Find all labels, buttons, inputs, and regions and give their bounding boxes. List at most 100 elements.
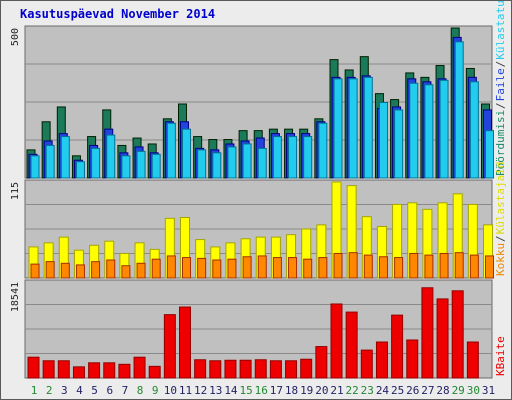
middle-bar-kokku-8 [136,262,146,279]
x-label-2: 2 [46,384,53,397]
bottom-bar-kbaite-19 [300,358,313,379]
x-label-17: 17 [270,384,283,397]
middle-bar-kokku-5 [91,261,101,279]
x-label-9: 9 [152,384,159,397]
middle-bar-kokku-30 [469,254,479,279]
top-bar-külastatud-lk-4 [75,161,85,179]
bottom-bar-kbaite-14 [224,359,237,379]
x-label-24: 24 [376,384,390,397]
middle-bar-kokku-29 [454,252,464,279]
bottom-bar-kbaite-10 [163,314,176,379]
top-bar-külastatud-lk-31 [485,130,494,179]
x-label-26: 26 [406,384,419,397]
middle-bar-kokku-6 [106,259,116,279]
bottom-bar-kbaite-7 [118,363,131,379]
bottom-bar-kbaite-4 [72,366,85,379]
top-bar-külastatud-lk-18 [288,136,298,179]
top-legend-0: Pöördumisi [494,110,507,176]
top-bar-külastatud-lk-9 [151,153,161,179]
x-label-5: 5 [91,384,98,397]
bottom-bar-kbaite-21 [330,303,343,379]
middle-bar-kokku-26 [409,252,419,279]
bottom-bar-kbaite-25 [391,314,404,379]
bottom-bar-kbaite-5 [88,362,101,379]
middle-bar-kokku-2 [45,261,55,279]
top-bar-külastatud-lk-6 [106,134,116,179]
bottom-bar-kbaite-18 [285,360,298,379]
bottom-bar-kbaite-26 [406,339,419,379]
top-bar-külastatud-lk-27 [424,84,434,179]
top-bar-külastatud-lk-28 [439,79,449,179]
bottom-bar-kbaite-11 [179,306,191,379]
top-bar-külastatud-lk-1 [30,155,40,179]
x-label-25: 25 [391,384,404,397]
middle-bar-kokku-19 [303,258,313,279]
top-bar-külastatud-lk-22 [348,78,358,179]
top-bar-külastatud-lk-26 [409,82,419,179]
top-bar-külastatud-lk-16 [257,147,267,179]
x-label-6: 6 [106,384,113,397]
top-ymax-label: 500 [10,28,21,46]
middle-legend-0: Kokku [494,243,507,276]
x-label-4: 4 [76,384,83,397]
middle-bar-kokku-25 [394,257,404,279]
bottom-bar-kbaite-16 [254,359,267,379]
middle-bar-kokku-13 [212,259,222,279]
middle-bar-kokku-27 [424,254,434,279]
x-label-21: 21 [330,384,343,397]
bottom-bar-kbaite-23 [360,349,373,379]
bottom-bar-kbaite-30 [466,341,479,379]
bottom-bar-kbaite-3 [57,360,70,379]
middle-bar-kokku-14 [227,258,237,279]
bottom-ymax-label: 18541 [10,282,21,312]
middle-legend-2: Külastajaid [494,162,507,235]
middle-bar-kokku-10 [166,255,176,279]
x-label-28: 28 [436,384,449,397]
x-label-1: 1 [31,384,38,397]
middle-bar-kokku-11 [182,257,191,279]
x-label-27: 27 [421,384,434,397]
top-bar-külastatud-lk-8 [136,150,146,179]
bottom-bar-kbaite-28 [436,298,449,379]
middle-bar-kokku-28 [439,252,449,279]
top-bar-külastatud-lk-19 [303,136,313,179]
top-bar-külastatud-lk-2 [45,144,55,179]
top-bar-külastatud-lk-17 [272,136,282,179]
x-label-16: 16 [255,384,268,397]
middle-bar-kokku-22 [348,252,358,279]
top-bar-külastatud-lk-11 [182,128,191,179]
middle-bar-kokku-4 [75,264,85,279]
bottom-bar-kbaite-6 [103,362,116,379]
middle-bar-kokku-17 [272,257,282,279]
top-legend-1: / [494,102,507,109]
chart-title: Kasutuspäevad November 2014 [20,7,216,21]
x-label-15: 15 [239,384,252,397]
middle-bar-kokku-31 [485,255,494,279]
top-bar-külastatud-lk-12 [197,149,207,179]
bottom-bar-kbaite-13 [209,360,222,379]
middle-ymax-label: 115 [10,182,21,200]
middle-bar-kokku-7 [121,265,131,279]
top-bar-külastatud-lk-13 [212,152,222,179]
bottom-bar-kbaite-8 [133,356,146,379]
top-bar-külastatud-lk-21 [333,78,343,179]
middle-bar-kokku-20 [318,257,328,279]
top-legend-3: / [494,61,507,68]
middle-bar-kokku-12 [197,257,207,279]
x-label-3: 3 [61,384,68,397]
x-label-10: 10 [164,384,177,397]
top-bar-külastatud-lk-23 [363,76,373,179]
bottom-bar-kbaite-22 [345,311,358,379]
bottom-bar-kbaite-27 [421,287,434,379]
bottom-legend-0: KBaite [494,336,507,376]
top-bar-külastatud-lk-7 [121,155,131,179]
top-bar-külastatud-lk-3 [60,136,70,179]
x-label-30: 30 [467,384,480,397]
middle-bar-kokku-15 [242,256,252,279]
bottom-bar-kbaite-12 [194,359,207,379]
x-label-23: 23 [361,384,374,397]
x-label-12: 12 [194,384,207,397]
bottom-bar-kbaite-15 [239,359,252,379]
